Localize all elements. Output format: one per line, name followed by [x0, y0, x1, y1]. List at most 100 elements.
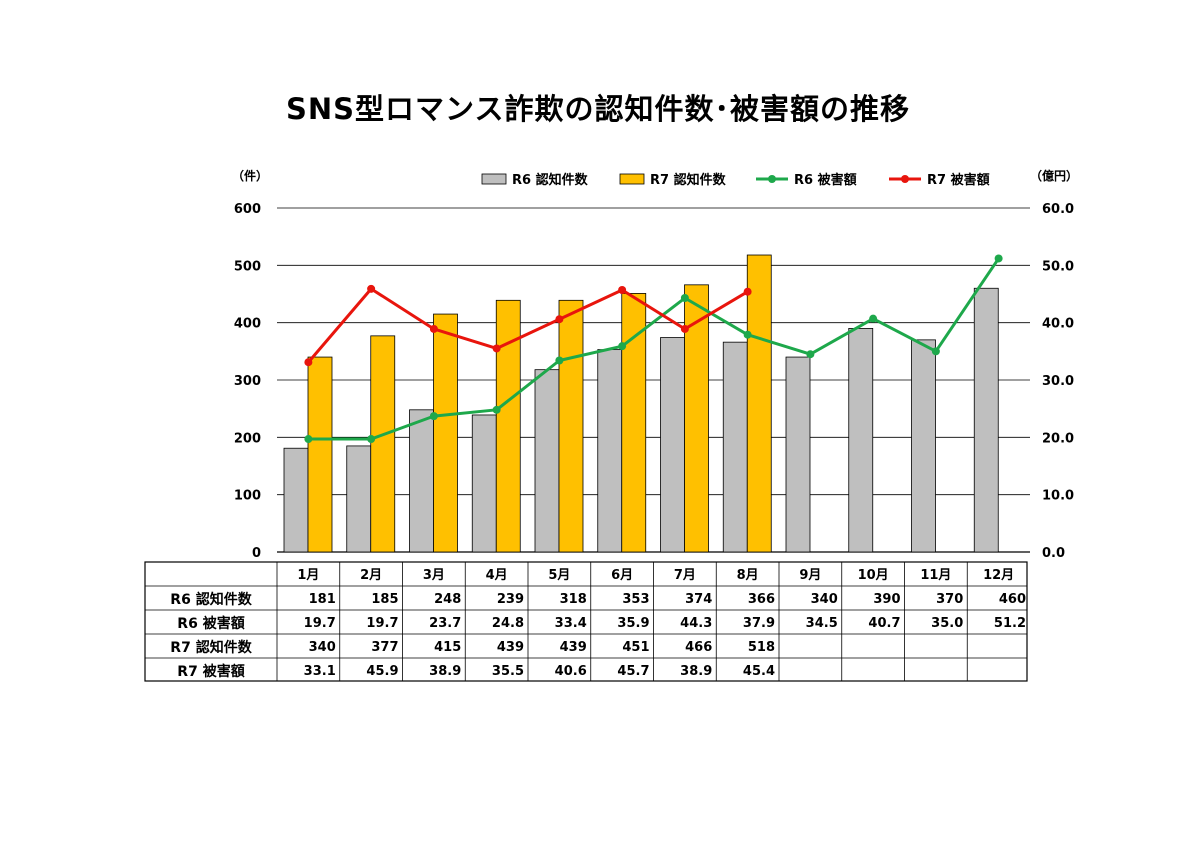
month-label: 12月 [983, 568, 1014, 583]
bar-r6-count [660, 337, 685, 553]
month-label: 5月 [548, 568, 570, 583]
left-axis-ticks: 0 100 200 300 400 500 600 [234, 202, 261, 561]
table-cell: 38.9 [429, 664, 461, 679]
table-cell: 35.0 [931, 616, 963, 631]
bar-r7-count [746, 254, 772, 553]
table-cell: 353 [622, 592, 649, 607]
bars [283, 254, 999, 553]
point-r6-damage [931, 347, 940, 356]
table-cell: 370 [936, 592, 963, 607]
table-cell: 181 [309, 592, 336, 607]
legend-marker [768, 175, 776, 183]
left-tick-label: 100 [234, 489, 261, 504]
bar-r7-count [307, 356, 333, 553]
table-cell: 35.9 [617, 616, 649, 631]
table-cell: 40.6 [555, 664, 587, 679]
table-cell: 466 [685, 640, 712, 655]
bar-r6-count [597, 349, 623, 553]
table-row-label: R6 被害額 [177, 615, 244, 632]
left-tick-label: 400 [234, 317, 261, 332]
table-cell: 460 [999, 592, 1026, 607]
table-row-label: R7 認知件数 [170, 639, 252, 656]
point-r6-damage [492, 405, 501, 414]
table-cell: 377 [371, 640, 398, 655]
table-cell: 248 [434, 592, 461, 607]
table-cell: 45.7 [617, 664, 649, 679]
month-label: 9月 [799, 568, 821, 583]
point-r7-damage [555, 315, 564, 324]
left-tick-label: 0 [252, 546, 261, 561]
table-cell: 185 [371, 592, 398, 607]
month-label: 1月 [297, 568, 319, 583]
table-cell: 19.7 [304, 616, 336, 631]
table-cell: 366 [748, 592, 775, 607]
month-label: 6月 [611, 568, 633, 583]
table-cell: 23.7 [429, 616, 461, 631]
point-r7-damage [743, 287, 752, 296]
month-label: 7月 [674, 568, 696, 583]
right-tick-label: 60.0 [1042, 202, 1074, 217]
point-r7-damage [367, 284, 376, 293]
table-cell: 51.2 [994, 616, 1026, 631]
bar-r7-count [684, 284, 709, 553]
point-r6-damage [743, 330, 752, 339]
bar-r6-count [848, 327, 874, 553]
table-cell: 45.9 [366, 664, 398, 679]
table-cell: 439 [560, 640, 587, 655]
bar-r6-count [785, 356, 811, 553]
right-tick-label: 40.0 [1042, 317, 1074, 332]
legend-marker [901, 175, 909, 183]
table-cell: 24.8 [492, 616, 524, 631]
table-cell: 390 [873, 592, 900, 607]
lines [304, 254, 1003, 444]
legend-swatch [481, 173, 507, 185]
table-cell: 451 [622, 640, 649, 655]
bar-r6-count [283, 447, 309, 553]
left-tick-label: 200 [234, 431, 261, 446]
table-row-label: R6 認知件数 [170, 591, 252, 608]
bar-r6-count [534, 369, 560, 553]
right-tick-label: 10.0 [1042, 489, 1074, 504]
point-r7-damage [492, 344, 501, 353]
left-tick-label: 500 [234, 259, 261, 274]
right-tick-label: 30.0 [1042, 374, 1074, 389]
legend-label: R6 被害額 [794, 172, 857, 188]
point-r7-damage [304, 358, 313, 367]
table-row-label: R7 被害額 [177, 663, 244, 680]
right-tick-label: 0.0 [1042, 546, 1065, 561]
table-cell: 340 [811, 592, 838, 607]
point-r6-damage [429, 412, 438, 421]
line-r7-damage [307, 287, 749, 364]
table-border [144, 561, 1028, 682]
table-cell: 439 [497, 640, 524, 655]
chart-title: SNS型ロマンス詐欺の認知件数･被害額の推移 [286, 92, 910, 126]
line-r6-damage [308, 257, 1000, 441]
bar-r7-count [433, 313, 458, 553]
table-cell: 44.3 [680, 616, 712, 631]
bar-r6-count [973, 287, 999, 553]
legend-label: R7 被害額 [927, 172, 990, 188]
left-tick-label: 300 [234, 374, 261, 389]
bar-r6-count [471, 414, 497, 553]
table-cell: 38.9 [680, 664, 712, 679]
point-r7-damage [680, 324, 689, 333]
bar-r6-count [911, 339, 936, 553]
table-cell: 45.4 [743, 664, 775, 679]
point-r6-damage [618, 342, 627, 351]
point-r7-damage [618, 285, 627, 294]
right-tick-label: 20.0 [1042, 431, 1074, 446]
month-label: 11月 [920, 568, 951, 583]
point-r6-damage [869, 314, 878, 323]
table-cell: 518 [748, 640, 775, 655]
legend-swatch [619, 173, 645, 185]
month-label: 3月 [423, 568, 445, 583]
point-r6-damage [806, 350, 815, 359]
table-cell: 239 [497, 592, 524, 607]
point-r6-damage [304, 435, 313, 444]
month-label: 2月 [360, 568, 382, 583]
left-tick-label: 600 [234, 202, 261, 217]
bar-r7-count [370, 335, 396, 553]
bar-r6-count [409, 409, 434, 553]
legend-label: R6 認知件数 [512, 172, 589, 188]
table-cell: 33.4 [555, 616, 587, 631]
